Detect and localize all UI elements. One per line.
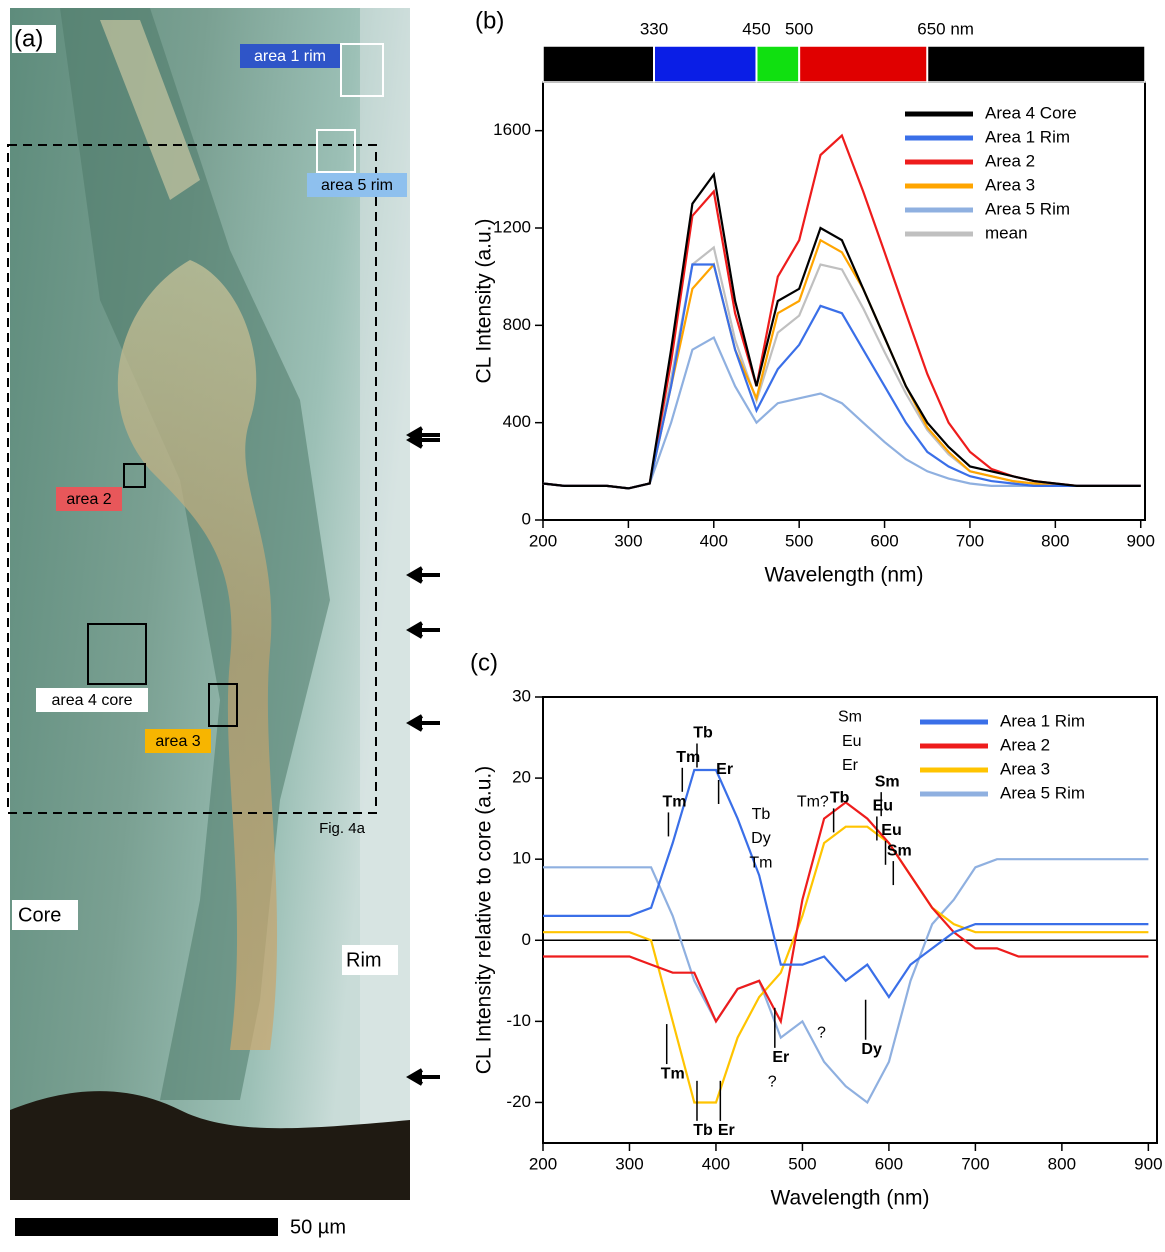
annotation: Tb (693, 725, 713, 742)
annotation: ? (768, 1073, 777, 1090)
annotation: Tm? (797, 794, 829, 811)
y-tick-label: 30 (512, 686, 531, 705)
annotation: ? (817, 1025, 826, 1042)
legend-label: Area 5 Rim (985, 199, 1070, 218)
y-tick-label: -10 (506, 1011, 531, 1030)
area-label: area 3 (155, 733, 200, 750)
x-tick-label: 700 (956, 531, 984, 550)
y-tick-label: 400 (503, 412, 531, 431)
figure-ref: Fig. 4a (319, 820, 366, 837)
x-tick-label: 300 (615, 1154, 643, 1173)
scale-bar-label: 50 µm (290, 1216, 346, 1238)
panel-label: (a) (14, 25, 43, 52)
color-band (799, 46, 927, 82)
legend-label: Area 2 (1000, 735, 1050, 754)
annotation: Eu (873, 798, 893, 815)
x-tick-label: 900 (1134, 1154, 1162, 1173)
band-tick-label: 330 (640, 19, 668, 38)
y-tick-label: 0 (522, 930, 531, 949)
annotation: Sm (875, 773, 900, 790)
color-band (654, 46, 756, 82)
legend-label: Area 2 (985, 151, 1035, 170)
y-tick-label: 20 (512, 768, 531, 787)
annotation: Dy (751, 830, 771, 847)
band-tick-label: 500 (785, 19, 813, 38)
x-tick-label: 400 (700, 531, 728, 550)
x-tick-label: 800 (1048, 1154, 1076, 1173)
x-tick-label: 500 (785, 531, 813, 550)
rim-label: Rim (346, 949, 382, 971)
annotation: Er (842, 757, 859, 774)
core-label: Core (18, 904, 61, 926)
legend-label: Area 3 (985, 175, 1035, 194)
y-tick-label: -20 (506, 1092, 531, 1111)
annotation: Tb (830, 790, 850, 807)
annotation: Er (772, 1049, 789, 1066)
legend-label: Area 1 Rim (985, 127, 1070, 146)
x-axis-label: Wavelength (nm) (770, 1187, 929, 1210)
legend-label: mean (985, 223, 1028, 242)
figure: (a) area 1 rim area 5 rim area 2 area 4 … (0, 0, 1165, 1247)
x-tick-label: 400 (702, 1154, 730, 1173)
legend-label: Area 5 Rim (1000, 783, 1085, 802)
x-tick-label: 200 (529, 1154, 557, 1173)
x-tick-label: 900 (1127, 531, 1155, 550)
legend-label: Area 1 Rim (1000, 711, 1085, 730)
legend-label: Area 3 (1000, 759, 1050, 778)
x-tick-label: 500 (788, 1154, 816, 1173)
panel-label: (c) (470, 649, 498, 676)
band-tick-label: 650 nm (917, 19, 974, 38)
color-band (543, 46, 654, 82)
y-tick-label: 1600 (493, 120, 531, 139)
y-tick-label: 1200 (493, 217, 531, 236)
annotation: Sm (887, 842, 912, 859)
x-tick-label: 600 (875, 1154, 903, 1173)
x-tick-label: 600 (870, 531, 898, 550)
y-tick-label: 800 (503, 315, 531, 334)
x-tick-label: 700 (961, 1154, 989, 1173)
area-label: area 5 rim (321, 177, 393, 194)
annotation: Dy (861, 1041, 882, 1058)
annotation: Tb (693, 1122, 713, 1139)
color-band (927, 46, 1145, 82)
plot-area (543, 82, 1145, 520)
y-axis-label: CL Intensity relative to core (a.u.) (473, 766, 496, 1075)
annotation: Tm (662, 794, 686, 811)
annotation: Er (718, 1122, 735, 1139)
band-tick-label: 450 (742, 19, 770, 38)
x-tick-label: 800 (1041, 531, 1069, 550)
area-label: area 1 rim (254, 48, 326, 65)
area-label: area 4 core (52, 692, 133, 709)
legend-label: Area 4 Core (985, 103, 1077, 122)
y-axis-label: CL Intensity (a.u.) (473, 219, 496, 384)
x-tick-label: 300 (614, 531, 642, 550)
page: {"image_panel": { "panel_label": "(a)", … (0, 0, 1165, 1252)
annotation: Tm (661, 1065, 685, 1082)
annotation: Er (716, 761, 733, 778)
x-axis-label: Wavelength (nm) (764, 564, 923, 587)
annotation: Tm (749, 854, 772, 871)
annotation: Eu (881, 822, 901, 839)
y-tick-label: 0 (522, 509, 531, 528)
annotation: Sm (838, 708, 862, 725)
x-tick-label: 200 (529, 531, 557, 550)
color-band (756, 46, 799, 82)
area-label: area 2 (66, 491, 111, 508)
annotation: Tb (752, 806, 771, 823)
y-tick-label: 10 (512, 849, 531, 868)
annotation: Eu (842, 733, 862, 750)
panel-label: (b) (475, 7, 504, 34)
